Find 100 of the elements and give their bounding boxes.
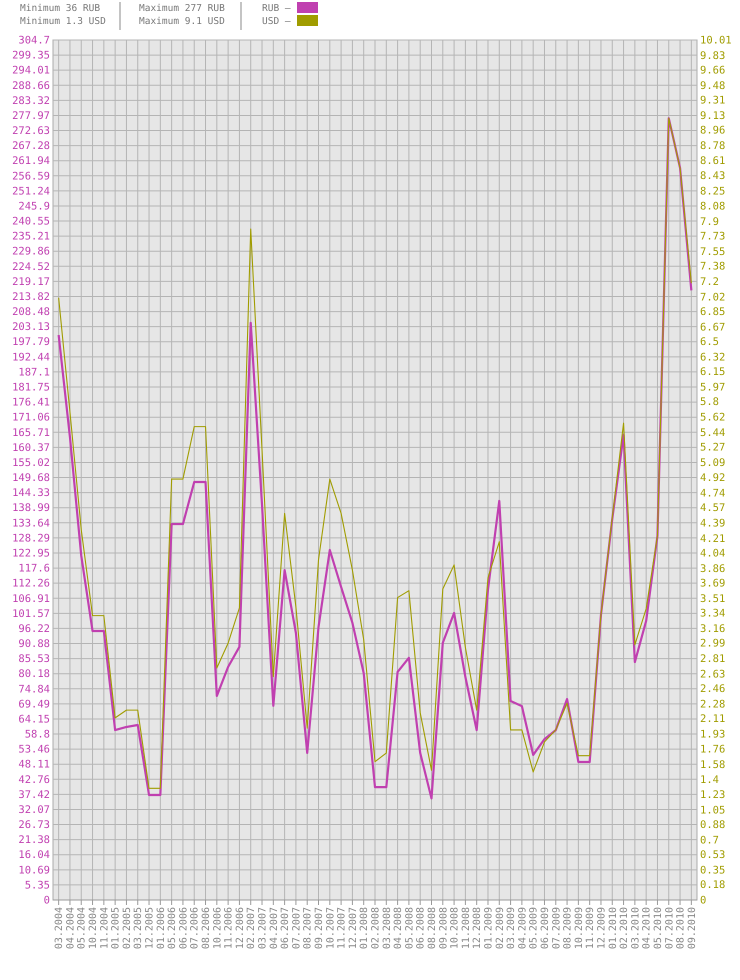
x-tick-label: 10.2009 [574,907,585,950]
y2-tick-label: 2.11 [700,713,726,726]
y-tick-label: 117.6 [18,562,50,575]
x-tick-label: 01.2010 [608,907,619,950]
y-tick-label: 42.76 [18,774,50,786]
x-tick-label: 07.2006 [190,907,201,950]
y-tick-label: 5.35 [24,879,50,892]
x-tick-label: 01.2006 [156,907,167,950]
x-tick-label: 03.2008 [382,907,393,950]
y2-tick-label: 0.35 [700,864,726,876]
y2-tick-label: 1.93 [700,728,726,741]
y-tick-label: 106.91 [12,592,50,605]
y-tick-label: 160.37 [12,442,50,454]
y2-tick-label: 9.31 [700,94,726,107]
legend-label: USD – [262,16,291,27]
y-tick-label: 288.66 [12,80,50,92]
y2-tick-label: 6.5 [700,336,719,348]
y2-tick-label: 7.73 [700,230,726,242]
y2-tick-label: 0 [700,894,706,906]
y-tick-label: 74.84 [18,683,50,696]
y2-tick-label: 7.55 [700,246,726,258]
y-tick-label: 251.24 [12,185,50,198]
x-tick-label: 06.2007 [280,907,292,950]
text: Maximum 9.1 USD [139,16,226,27]
x-tick-label: 09.2008 [438,907,450,950]
y2-tick-label: 1.4 [700,774,719,786]
y2-tick-label: 0.18 [700,879,726,892]
y-tick-label: 229.86 [12,246,50,258]
x-tick-label: 04.2007 [268,907,280,950]
y-tick-label: 90.88 [18,638,50,650]
y-tick-label: 219.17 [12,276,50,288]
x-tick-label: 01.2005 [110,907,122,950]
y-tick-label: 277.97 [12,110,50,122]
y-tick-label: 26.73 [18,819,50,832]
x-tick-label: 05.2004 [76,907,88,950]
y2-tick-label: 0.53 [700,848,726,861]
y2-tick-label: 4.74 [700,487,726,500]
y2-tick-label: 8.96 [700,124,726,137]
y2-tick-label: 5.8 [700,396,719,408]
x-tick-label: 01.2009 [483,907,494,950]
y2-tick-label: 1.76 [700,743,726,756]
y2-tick-label: 8.08 [700,200,726,212]
y-tick-label: 48.11 [18,758,50,771]
x-tick-label: 10.2008 [450,907,461,950]
y-tick-label: 144.33 [12,487,50,500]
x-tick-label: 12.2009 [596,907,608,950]
y-tick-label: 213.82 [12,291,50,304]
text: Minimum 36 RUB [20,3,100,14]
y-tick-label: 304.7 [18,34,50,46]
y-tick-label: 138.99 [12,502,50,514]
x-tick-label: 08.2006 [201,907,212,950]
y2-tick-label: 1.23 [700,788,726,801]
x-tick-label: 02.2009 [494,907,506,950]
x-tick-label: 03.2007 [258,907,269,950]
y-tick-label: 187.1 [18,366,50,378]
y2-tick-label: 3.34 [700,608,726,620]
y-tick-label: 224.52 [12,260,50,273]
y-tick-label: 96.22 [18,622,50,635]
y-tick-label: 149.68 [12,472,50,484]
y2-tick-label: 9.13 [700,110,726,122]
y-tick-label: 171.06 [12,412,50,424]
x-tick-label: 04.2009 [517,907,528,950]
x-tick-label: 04.2010 [642,907,653,950]
y2-tick-label: 10.01 [700,34,732,46]
y2-tick-label: 8.25 [700,186,726,198]
x-tick-label: 06.2006 [178,907,190,950]
x-tick-label: 03.2005 [133,907,144,950]
y2-tick-label: 5.97 [700,382,726,394]
y2-tick-label: 9.48 [700,80,726,92]
y2-tick-label: 8.61 [700,154,726,167]
x-tick-label: 10.2007 [325,907,336,950]
x-tick-label: 05.2009 [528,907,540,950]
y-tick-label: 80.18 [18,668,50,680]
x-tick-label: 12.2006 [234,907,246,950]
x-tick-label: 11.2009 [585,907,596,950]
y-tick-label: 299.35 [12,50,50,62]
y2-tick-label: 0.88 [700,818,726,831]
y-tick-label: 245.9 [18,200,50,212]
y-tick-label: 58.8 [24,728,50,741]
y2-tick-label: 3.69 [700,577,726,590]
y2-tick-label: 2.63 [700,668,726,681]
y-tick-label: 176.41 [12,396,50,409]
y2-tick-label: 5.62 [700,412,726,424]
y-tick-label: 69.49 [18,698,50,710]
x-tick-label: 08.2007 [302,907,314,950]
x-tick-label: 12.2005 [144,907,156,950]
y-tick-label: 53.46 [18,744,50,756]
x-tick-label: 07.2007 [291,907,302,950]
y-tick-label: 64.15 [18,713,50,726]
x-tick-label: 06.2009 [540,907,551,950]
y2-tick-label: 4.57 [700,502,726,514]
y-tick-label: 85.53 [18,653,50,666]
y2-tick-label: 4.39 [700,517,726,530]
x-tick-label: 01.2008 [359,907,370,950]
y2-tick-label: 8.43 [700,170,726,182]
x-tick-label: 04.2004 [65,907,76,950]
y-tick-label: 37.42 [18,788,50,801]
y2-tick-label: 4.04 [700,547,726,560]
x-tick-label: 07.2009 [551,907,562,950]
y2-tick-label: 7.9 [700,216,719,228]
